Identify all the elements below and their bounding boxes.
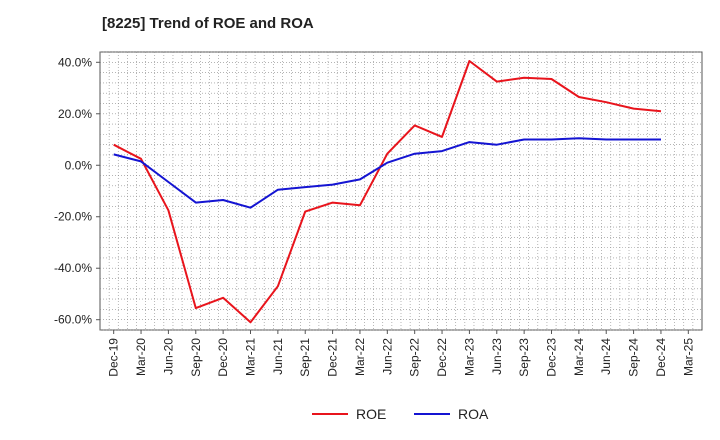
x-tick-label: Jun-20	[161, 338, 175, 375]
x-axis: Dec-19 Mar-20 Jun-20 Sep-20 Dec-20 Mar-21 Jun-…	[107, 330, 695, 377]
grid-lines	[100, 51, 702, 331]
y-tick-label: -60.0%	[54, 313, 92, 327]
x-tick-label: Sep-20	[189, 338, 203, 377]
x-tick-label: Mar-21	[244, 338, 258, 376]
y-axis: 40.0% 20.0% 0.0% -20.0% -40.0% -60.0%	[54, 55, 100, 327]
legend: ROE ROA	[312, 406, 489, 422]
legend-label-roa: ROA	[458, 406, 489, 422]
series-line-roe	[113, 60, 662, 324]
series-lines	[113, 60, 662, 324]
x-tick-label: Mar-25	[681, 338, 695, 376]
chart-title: [8225] Trend of ROE and ROA	[102, 15, 314, 32]
x-tick-label: Mar-22	[353, 338, 367, 376]
x-tick-label: Sep-24	[627, 338, 641, 377]
series-line-roa	[113, 137, 661, 209]
x-tick-label: Dec-24	[654, 338, 668, 377]
x-tick-label: Sep-21	[298, 338, 312, 377]
legend-label-roe: ROE	[356, 406, 386, 422]
y-tick-label: -40.0%	[54, 261, 92, 275]
x-tick-label: Dec-22	[435, 338, 449, 377]
x-tick-label: Dec-20	[216, 338, 230, 377]
x-tick-label: Jun-22	[380, 338, 394, 375]
y-tick-label: 0.0%	[65, 158, 93, 172]
y-tick-label: 40.0%	[58, 55, 92, 69]
x-tick-label: Mar-23	[462, 338, 476, 376]
x-tick-label: Dec-19	[107, 338, 121, 377]
y-tick-label: 20.0%	[58, 107, 92, 121]
x-tick-label: Sep-23	[517, 338, 531, 377]
x-tick-label: Mar-20	[134, 338, 148, 376]
y-tick-label: -20.0%	[54, 210, 92, 224]
x-tick-label: Sep-22	[408, 338, 422, 377]
x-tick-label: Dec-21	[326, 338, 340, 377]
x-tick-label: Jun-24	[599, 338, 613, 375]
x-tick-label: Jun-23	[490, 338, 504, 375]
x-tick-label: Dec-23	[545, 338, 559, 377]
x-tick-label: Mar-24	[572, 338, 586, 376]
x-tick-label: Jun-21	[271, 338, 285, 375]
